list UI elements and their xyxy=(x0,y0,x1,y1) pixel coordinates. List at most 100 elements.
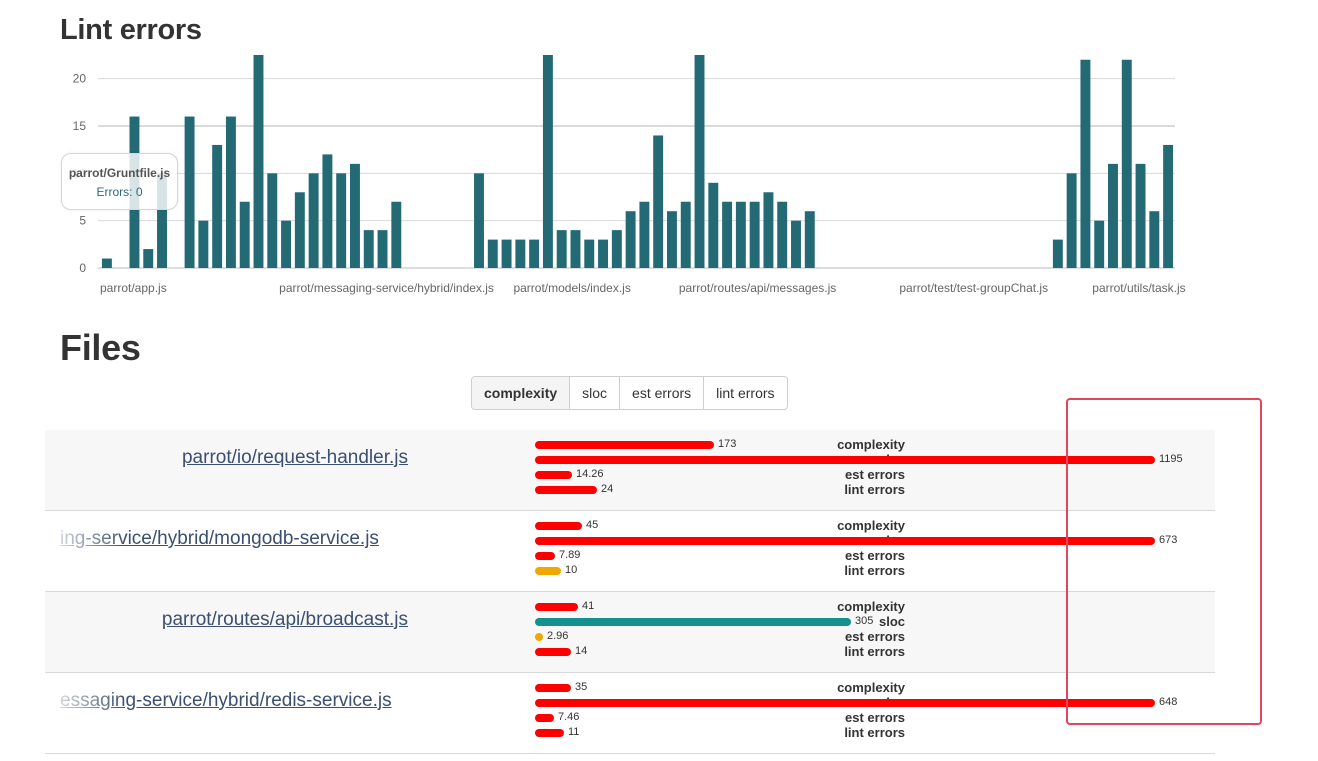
file-link[interactable]: essaging-service/hybrid/redis-service.js xyxy=(60,690,392,711)
chart-bar[interactable] xyxy=(639,201,650,268)
metric-sloc: sloc 1195 xyxy=(425,452,1185,467)
chart-bar[interactable] xyxy=(391,201,402,268)
file-link[interactable]: parrot/routes/api/broadcast.js xyxy=(161,609,408,630)
chart-bar[interactable] xyxy=(1052,239,1063,268)
chart-bar[interactable] xyxy=(570,230,581,268)
chart-bar[interactable] xyxy=(1108,163,1118,268)
chart-bar[interactable] xyxy=(708,182,719,268)
chart-x-ticks: parrot/app.js parrot/messaging-service/hy… xyxy=(100,281,1186,295)
row-fade xyxy=(45,592,125,671)
metric-value: 10 xyxy=(565,564,578,576)
chart-bar[interactable] xyxy=(1121,59,1132,268)
metric-est-errors: est errors 2.96 xyxy=(425,629,1185,644)
chart-bars[interactable] xyxy=(101,55,1174,269)
chart-bar[interactable] xyxy=(1149,211,1160,268)
metric-value: 673 xyxy=(1159,534,1178,546)
metric-est-errors: est errors 7.46 xyxy=(425,710,1185,725)
chart-bar[interactable] xyxy=(584,239,595,268)
chart-bar[interactable] xyxy=(281,220,292,268)
chart-bar[interactable] xyxy=(212,144,223,268)
chart-bar[interactable] xyxy=(722,201,733,268)
chart-bar[interactable] xyxy=(1163,144,1174,268)
file-row: parrot/routes/api/broadcast.js complexit… xyxy=(45,592,1215,673)
chart-bar[interactable] xyxy=(735,201,746,268)
metric-sloc: sloc 305 xyxy=(425,614,1185,629)
chart-bar[interactable] xyxy=(474,173,484,268)
metric-label: lint errors xyxy=(844,725,905,740)
chart-bar[interactable] xyxy=(308,173,319,268)
metric-bar xyxy=(535,648,571,656)
metric-sloc: sloc 673 xyxy=(425,533,1185,548)
chart-bar[interactable] xyxy=(680,201,691,268)
chart-bar[interactable] xyxy=(143,249,154,268)
metric-value: 7.89 xyxy=(559,549,581,561)
chart-bar[interactable] xyxy=(487,239,498,268)
chart-bar[interactable] xyxy=(625,211,636,268)
chart-bar[interactable] xyxy=(363,230,374,268)
y-tick-label: 20 xyxy=(73,72,87,86)
chart-bar[interactable] xyxy=(653,135,664,268)
metric-lint-errors: lint errors 14 xyxy=(425,644,1185,659)
chart-bar[interactable] xyxy=(1094,220,1105,268)
metric-bar xyxy=(535,471,572,479)
sort-sloc-button[interactable]: sloc xyxy=(570,377,621,409)
chart-bar[interactable] xyxy=(1135,163,1146,268)
chart-bar[interactable] xyxy=(253,55,264,268)
metric-lint-errors: lint errors 10 xyxy=(425,563,1185,578)
chart-bar[interactable] xyxy=(101,258,112,268)
chart-bar[interactable] xyxy=(542,55,553,268)
chart-bar[interactable] xyxy=(184,116,195,269)
metric-value: 1195 xyxy=(1159,453,1183,465)
metric-label: lint errors xyxy=(844,563,905,578)
metric-value: 11 xyxy=(568,726,580,738)
file-row: ing-service/hybrid/mongodb-service.js co… xyxy=(45,511,1215,592)
chart-bar[interactable] xyxy=(1080,59,1091,268)
metric-bar xyxy=(535,486,597,494)
chart-bar[interactable] xyxy=(225,116,236,269)
chart-bar[interactable] xyxy=(198,220,209,268)
chart-bar[interactable] xyxy=(157,173,167,268)
file-row: essaging-service/hybrid/redis-service.js… xyxy=(45,673,1215,754)
chart-bar[interactable] xyxy=(598,239,609,268)
chart-bar[interactable] xyxy=(350,163,360,268)
chart-bar[interactable] xyxy=(529,239,540,268)
sort-complexity-button[interactable]: complexity xyxy=(472,377,571,409)
chart-bar[interactable] xyxy=(267,173,278,268)
chart-bar[interactable] xyxy=(239,201,250,268)
chart-bar[interactable] xyxy=(694,55,705,268)
x-tick-label: parrot/test/test-groupChat.js xyxy=(899,281,1048,295)
metric-value: 648 xyxy=(1159,696,1178,708)
metric-bar xyxy=(535,567,561,575)
chart-bar[interactable] xyxy=(1066,173,1077,268)
chart-bar[interactable] xyxy=(777,201,788,268)
chart-bar[interactable] xyxy=(294,192,305,268)
chart-bar[interactable] xyxy=(515,239,526,268)
chart-bar[interactable] xyxy=(611,230,622,268)
metric-bar xyxy=(535,537,1155,545)
chart-bar[interactable] xyxy=(377,230,388,268)
metric-value: 7.46 xyxy=(558,711,580,723)
metric-bar xyxy=(535,714,554,722)
metric-label: lint errors xyxy=(844,644,905,659)
file-link[interactable]: parrot/io/request-handler.js xyxy=(181,447,408,468)
metric-label: complexity xyxy=(837,437,905,452)
metric-value: 41 xyxy=(582,600,595,612)
chart-bar[interactable] xyxy=(804,211,815,268)
chart-bar[interactable] xyxy=(556,230,567,268)
file-link[interactable]: ing-service/hybrid/mongodb-service.js xyxy=(60,528,379,549)
x-tick-label: parrot/app.js xyxy=(100,281,167,295)
metric-value: 173 xyxy=(718,438,737,450)
chart-bar[interactable] xyxy=(336,173,347,268)
metric-value: 305 xyxy=(855,615,874,627)
chart-bar[interactable] xyxy=(763,192,774,268)
chart-bar[interactable] xyxy=(501,239,512,268)
chart-bar[interactable] xyxy=(666,211,677,268)
lint-errors-title: Lint errors xyxy=(60,14,202,46)
sort-est-errors-button[interactable]: est errors xyxy=(620,377,705,409)
sort-lint-errors-button[interactable]: lint errors xyxy=(716,385,775,401)
chart-bar[interactable] xyxy=(322,154,333,268)
metric-complexity: complexity 41 xyxy=(425,599,1185,614)
chart-bar[interactable] xyxy=(791,220,801,268)
tooltip-error-count: Errors: 0 xyxy=(96,185,143,199)
chart-bar[interactable] xyxy=(749,201,760,268)
